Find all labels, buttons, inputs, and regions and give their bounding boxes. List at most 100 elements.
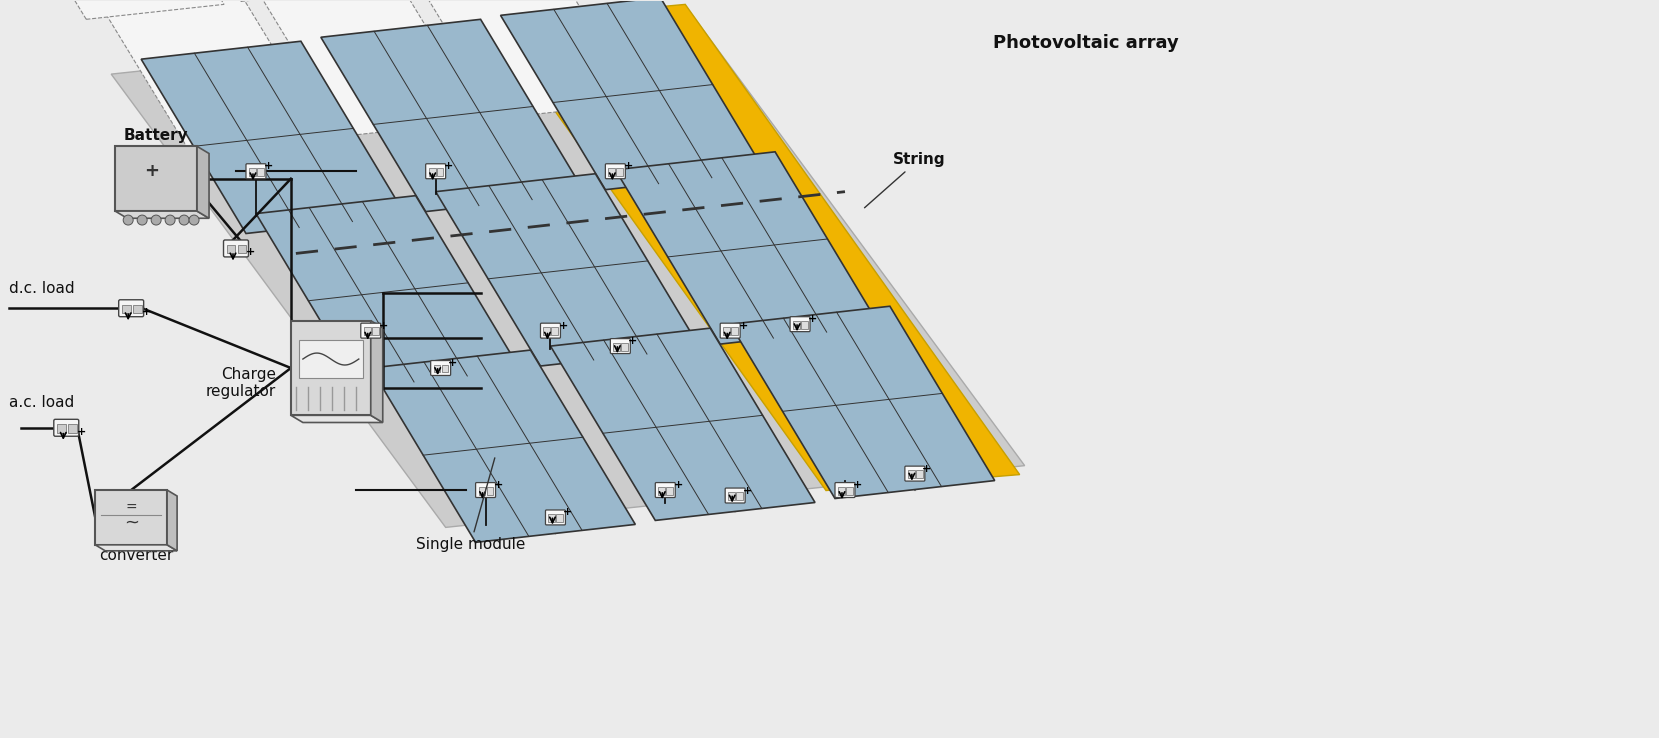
Bar (728, 492, 735, 500)
Text: +: + (627, 336, 637, 346)
FancyBboxPatch shape (476, 483, 496, 497)
FancyBboxPatch shape (725, 488, 745, 503)
Bar (737, 492, 743, 500)
Bar (257, 168, 264, 176)
FancyBboxPatch shape (541, 323, 561, 338)
Bar (237, 245, 246, 253)
Text: +: + (380, 321, 388, 331)
Text: Single module: Single module (416, 458, 524, 552)
Bar (363, 328, 370, 335)
Polygon shape (436, 173, 700, 366)
Polygon shape (320, 19, 586, 212)
Circle shape (189, 215, 199, 225)
Bar (617, 168, 624, 176)
Bar (609, 168, 615, 176)
Polygon shape (101, 0, 328, 154)
Polygon shape (95, 545, 178, 551)
Polygon shape (730, 306, 995, 498)
FancyBboxPatch shape (655, 483, 675, 497)
Text: +: + (922, 463, 931, 474)
Text: Charge
regulator: Charge regulator (206, 367, 275, 399)
FancyBboxPatch shape (546, 510, 566, 525)
Circle shape (166, 215, 176, 225)
Bar (801, 321, 808, 328)
Text: +: + (562, 508, 572, 517)
Bar (249, 168, 255, 176)
Text: +: + (738, 321, 748, 331)
FancyBboxPatch shape (611, 339, 630, 354)
Bar (436, 168, 443, 176)
Text: +: + (559, 321, 567, 331)
Bar (227, 245, 236, 253)
FancyBboxPatch shape (360, 323, 382, 338)
Text: +: + (624, 162, 634, 171)
Polygon shape (197, 146, 209, 218)
Polygon shape (0, 0, 224, 19)
Bar (486, 487, 493, 494)
Bar (299, 340, 363, 378)
Text: +: + (494, 480, 503, 490)
Polygon shape (168, 490, 178, 551)
Text: ~: ~ (124, 514, 139, 531)
Text: +: + (264, 162, 274, 171)
Bar (544, 328, 551, 335)
Polygon shape (370, 350, 635, 542)
FancyBboxPatch shape (834, 483, 854, 497)
Text: DC/AC
converter: DC/AC converter (100, 531, 173, 563)
Bar (838, 487, 844, 494)
FancyBboxPatch shape (119, 300, 144, 317)
Polygon shape (114, 211, 209, 218)
Bar (793, 321, 800, 328)
FancyBboxPatch shape (606, 164, 625, 179)
FancyBboxPatch shape (224, 240, 249, 257)
Bar (622, 342, 629, 351)
Polygon shape (501, 0, 765, 190)
Bar (846, 487, 853, 494)
Polygon shape (615, 152, 879, 344)
Circle shape (179, 215, 189, 225)
FancyBboxPatch shape (904, 466, 924, 481)
Text: a.c. load: a.c. load (10, 396, 75, 410)
Text: +: + (144, 162, 159, 180)
Polygon shape (151, 0, 378, 1)
Text: +: + (743, 486, 752, 495)
Bar (441, 365, 448, 373)
Circle shape (123, 215, 133, 225)
Bar (732, 328, 738, 335)
Bar (58, 424, 66, 432)
Text: +: + (76, 427, 86, 437)
Bar (907, 470, 914, 478)
Text: Battery: Battery (124, 128, 189, 143)
Bar (95, 490, 168, 545)
FancyBboxPatch shape (431, 361, 451, 376)
Bar (123, 305, 131, 313)
Bar (478, 487, 486, 494)
Text: +: + (445, 162, 453, 171)
Bar (556, 514, 564, 522)
FancyBboxPatch shape (790, 317, 810, 331)
FancyBboxPatch shape (246, 164, 265, 179)
Text: +: + (853, 480, 863, 490)
Bar (428, 168, 436, 176)
Text: +: + (674, 480, 684, 490)
Bar (372, 328, 378, 335)
Bar (433, 365, 441, 373)
Text: +: + (141, 307, 151, 317)
Text: +: + (246, 247, 255, 258)
Polygon shape (491, 4, 1020, 491)
Polygon shape (255, 196, 521, 388)
Bar (614, 342, 620, 351)
Bar (659, 487, 665, 494)
Text: +: + (448, 358, 458, 368)
Circle shape (138, 215, 148, 225)
Text: String: String (864, 152, 946, 208)
Bar (133, 305, 141, 313)
Bar (667, 487, 674, 494)
Bar (916, 470, 922, 478)
Polygon shape (255, 0, 483, 136)
FancyBboxPatch shape (426, 164, 446, 179)
FancyBboxPatch shape (720, 323, 740, 338)
Polygon shape (411, 0, 639, 118)
Circle shape (151, 215, 161, 225)
Polygon shape (290, 415, 383, 422)
